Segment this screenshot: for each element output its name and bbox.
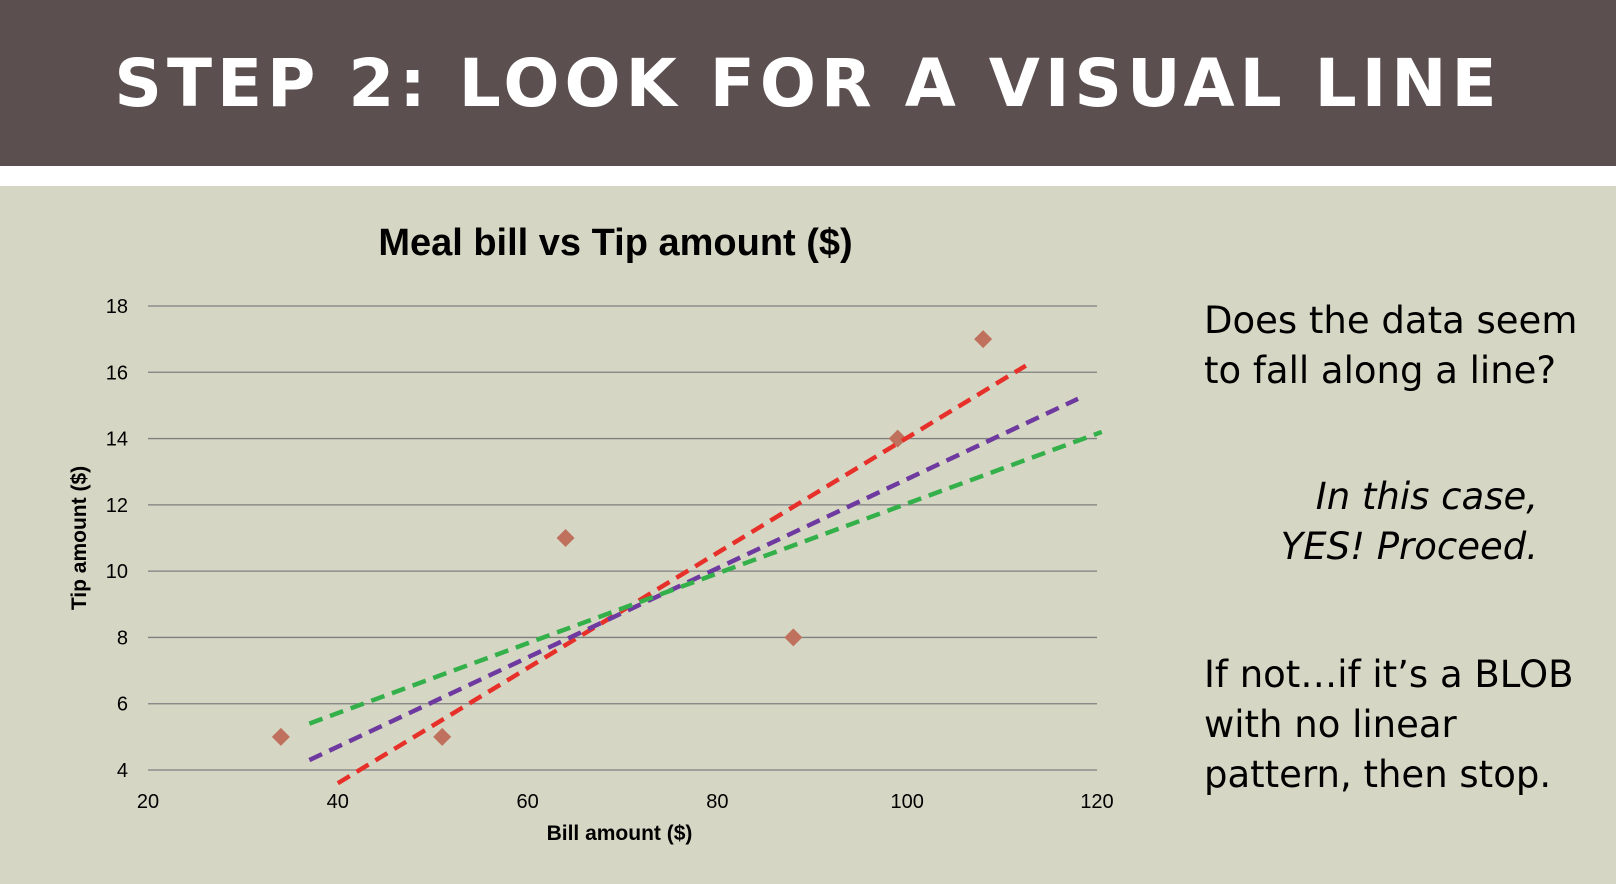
y-tick-label: 6 [117, 694, 128, 716]
data-point [974, 330, 993, 349]
note-line: If not…if it’s a BLOB [1204, 653, 1574, 696]
x-tick-label: 120 [1080, 791, 1113, 813]
x-axis-label: Bill amount ($) [547, 822, 693, 845]
y-axis-label: Tip amount ($) [68, 466, 91, 610]
question-text: Does the data seem to fall along a line? [1204, 296, 1604, 396]
trend-line [336, 363, 1027, 786]
x-tick-label: 80 [706, 791, 728, 813]
y-tick-label: 8 [117, 627, 128, 649]
y-tick-label: 12 [106, 495, 128, 517]
answer-line: YES! Proceed. [1280, 525, 1538, 568]
x-tick-label: 60 [516, 791, 538, 813]
slide-title: STEP 2: LOOK FOR A VISUAL LINE [114, 44, 1502, 122]
data-point [433, 727, 452, 746]
data-point [888, 429, 907, 448]
question-line: Does the data seem [1204, 299, 1578, 342]
y-tick-label: 18 [106, 296, 128, 318]
answer-text: In this case, YES! Proceed. [1204, 472, 1538, 572]
note-text: If not…if it’s a BLOB with no linear pat… [1204, 650, 1614, 800]
x-tick-label: 20 [137, 791, 159, 813]
y-tick-label: 4 [117, 760, 128, 782]
y-tick-label: 16 [106, 362, 128, 384]
trend-line [308, 429, 1103, 726]
note-line: with no linear [1204, 703, 1457, 746]
header-bar [0, 0, 1616, 166]
data-point [556, 529, 575, 547]
question-line: to fall along a line? [1204, 349, 1557, 392]
data-point [784, 628, 803, 647]
x-tick-label: 100 [891, 791, 924, 813]
trend-line [308, 396, 1079, 763]
chart-title: Meal bill vs Tip amount ($) [378, 222, 852, 264]
answer-line: In this case, [1315, 475, 1538, 518]
header-divider [0, 166, 1616, 186]
y-tick-label: 14 [106, 429, 128, 451]
note-line: pattern, then stop. [1204, 753, 1552, 796]
y-tick-label: 10 [106, 561, 128, 583]
x-tick-label: 40 [327, 791, 349, 813]
scatter-chart: Meal bill vs Tip amount ($) 4 6 8 10 12 14 16 18… [68, 222, 1114, 845]
data-point [271, 727, 290, 746]
